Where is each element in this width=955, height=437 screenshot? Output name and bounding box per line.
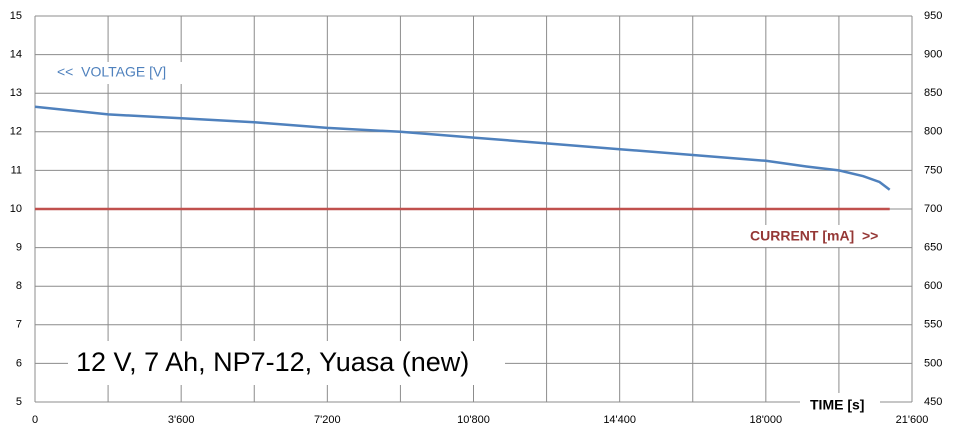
x-tick-label: 0 xyxy=(32,414,38,426)
annotation: CURRENT [mA] >> xyxy=(750,228,878,244)
x-axis-label: TIME [s] xyxy=(810,397,864,413)
y2-tick-label: 650 xyxy=(924,242,942,254)
x-tick-label: 7'200 xyxy=(314,414,341,426)
y2-tick-label: 900 xyxy=(924,49,942,61)
y-tick-label: 13 xyxy=(10,87,22,99)
y-tick-label: 9 xyxy=(16,242,22,254)
y2-tick-label: 750 xyxy=(924,164,942,176)
y-tick-label: 7 xyxy=(16,319,22,331)
plot xyxy=(34,105,891,211)
y-tick-label: 5 xyxy=(16,396,22,408)
x-tick-label: 10'800 xyxy=(457,414,490,426)
x-tick-label: 18'000 xyxy=(749,414,782,426)
x-tick-label: 14'400 xyxy=(603,414,636,426)
y2-tick-label: 850 xyxy=(924,87,942,99)
y2-tick-label: 450 xyxy=(924,396,942,408)
y2-tick-label: 500 xyxy=(924,357,942,369)
y-tick-label: 14 xyxy=(10,49,22,61)
y-tick-label: 6 xyxy=(16,357,22,369)
chart-title: 12 V, 7 Ah, NP7-12, Yuasa (new) xyxy=(76,347,469,377)
y2-tick-label: 800 xyxy=(924,126,942,138)
x-label-box xyxy=(800,393,880,417)
y-tick-label: 10 xyxy=(10,203,22,215)
title-box xyxy=(68,341,505,385)
x-tick-label: 3'600 xyxy=(168,414,195,426)
y-tick-label: 8 xyxy=(16,280,22,292)
y2-tick-label: 600 xyxy=(924,280,942,292)
y-tick-label: 11 xyxy=(11,164,22,176)
y2-tick-label: 950 xyxy=(924,10,942,22)
annotation: << VOLTAGE [V] xyxy=(57,64,166,80)
data-line xyxy=(34,105,891,191)
x-tick-label: 21'600 xyxy=(896,414,929,426)
y2-tick-label: 550 xyxy=(924,319,942,331)
annotation-box xyxy=(48,62,186,84)
y-tick-label: 15 xyxy=(10,10,22,22)
annotation-box xyxy=(740,225,900,247)
y2-tick-label: 700 xyxy=(924,203,942,215)
y-tick-label: 12 xyxy=(10,126,22,138)
